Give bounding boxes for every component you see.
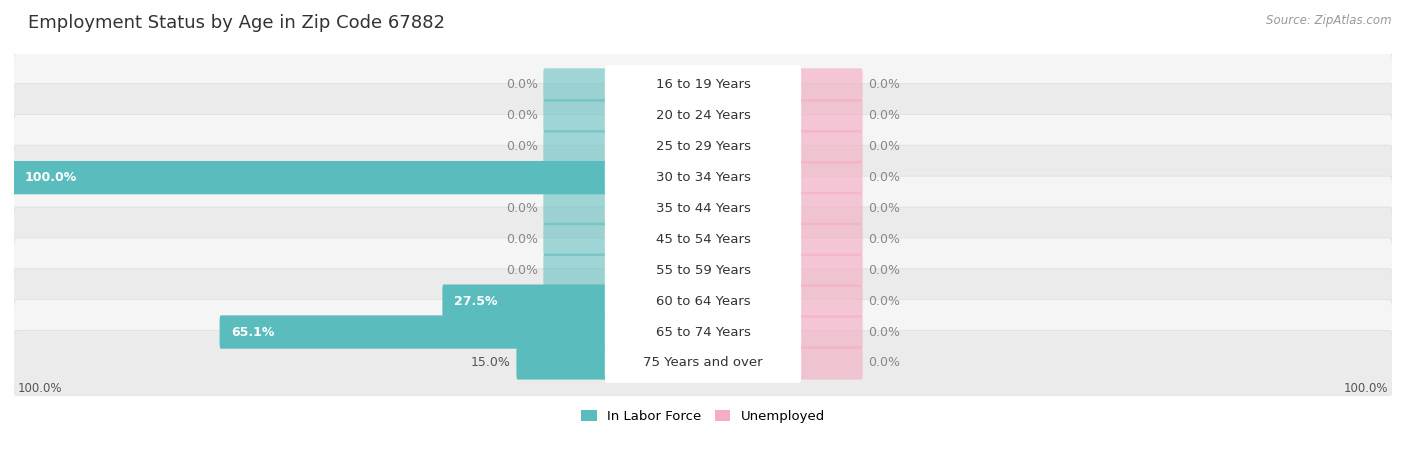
Text: Source: ZipAtlas.com: Source: ZipAtlas.com: [1267, 14, 1392, 27]
FancyBboxPatch shape: [605, 250, 801, 290]
Text: 0.0%: 0.0%: [869, 326, 900, 339]
Text: 0.0%: 0.0%: [869, 78, 900, 92]
FancyBboxPatch shape: [14, 299, 1392, 364]
FancyBboxPatch shape: [799, 253, 863, 287]
FancyBboxPatch shape: [799, 130, 863, 163]
FancyBboxPatch shape: [14, 238, 1392, 303]
Text: 0.0%: 0.0%: [506, 264, 537, 277]
Text: 0.0%: 0.0%: [506, 233, 537, 246]
FancyBboxPatch shape: [799, 161, 863, 194]
FancyBboxPatch shape: [605, 343, 801, 383]
FancyBboxPatch shape: [799, 285, 863, 318]
FancyBboxPatch shape: [14, 115, 1392, 179]
FancyBboxPatch shape: [543, 130, 607, 163]
Text: 75 Years and over: 75 Years and over: [643, 356, 763, 369]
FancyBboxPatch shape: [605, 65, 801, 105]
FancyBboxPatch shape: [799, 315, 863, 349]
FancyBboxPatch shape: [543, 253, 607, 287]
FancyBboxPatch shape: [14, 53, 1392, 117]
FancyBboxPatch shape: [799, 99, 863, 133]
FancyBboxPatch shape: [13, 161, 607, 194]
Text: 45 to 54 Years: 45 to 54 Years: [655, 233, 751, 246]
Text: 35 to 44 Years: 35 to 44 Years: [655, 202, 751, 215]
Text: 0.0%: 0.0%: [869, 110, 900, 122]
Text: 27.5%: 27.5%: [454, 295, 498, 308]
FancyBboxPatch shape: [605, 189, 801, 229]
Text: 25 to 29 Years: 25 to 29 Years: [655, 140, 751, 153]
FancyBboxPatch shape: [799, 68, 863, 101]
FancyBboxPatch shape: [605, 312, 801, 352]
FancyBboxPatch shape: [543, 68, 607, 101]
FancyBboxPatch shape: [219, 315, 607, 349]
Text: 0.0%: 0.0%: [506, 78, 537, 92]
Text: 0.0%: 0.0%: [869, 171, 900, 184]
Text: 55 to 59 Years: 55 to 59 Years: [655, 264, 751, 277]
Text: 15.0%: 15.0%: [471, 356, 510, 369]
Text: 100.0%: 100.0%: [17, 382, 62, 396]
Text: 0.0%: 0.0%: [869, 356, 900, 369]
FancyBboxPatch shape: [543, 223, 607, 256]
Text: 0.0%: 0.0%: [506, 202, 537, 215]
FancyBboxPatch shape: [605, 127, 801, 167]
Text: 0.0%: 0.0%: [869, 233, 900, 246]
FancyBboxPatch shape: [799, 192, 863, 225]
Text: 20 to 24 Years: 20 to 24 Years: [655, 110, 751, 122]
Text: 0.0%: 0.0%: [869, 202, 900, 215]
FancyBboxPatch shape: [605, 220, 801, 259]
FancyBboxPatch shape: [14, 269, 1392, 334]
FancyBboxPatch shape: [605, 158, 801, 198]
Text: 30 to 34 Years: 30 to 34 Years: [655, 171, 751, 184]
FancyBboxPatch shape: [14, 83, 1392, 148]
FancyBboxPatch shape: [799, 346, 863, 380]
FancyBboxPatch shape: [14, 176, 1392, 241]
Text: 0.0%: 0.0%: [869, 295, 900, 308]
Text: Employment Status by Age in Zip Code 67882: Employment Status by Age in Zip Code 678…: [28, 14, 446, 32]
Text: 100.0%: 100.0%: [1344, 382, 1389, 396]
FancyBboxPatch shape: [14, 331, 1392, 395]
Text: 0.0%: 0.0%: [869, 264, 900, 277]
Text: 0.0%: 0.0%: [506, 140, 537, 153]
FancyBboxPatch shape: [543, 192, 607, 225]
FancyBboxPatch shape: [605, 281, 801, 321]
Text: 60 to 64 Years: 60 to 64 Years: [655, 295, 751, 308]
FancyBboxPatch shape: [543, 99, 607, 133]
Text: 0.0%: 0.0%: [506, 110, 537, 122]
Text: 100.0%: 100.0%: [24, 171, 77, 184]
FancyBboxPatch shape: [799, 223, 863, 256]
FancyBboxPatch shape: [443, 285, 607, 318]
Text: 65.1%: 65.1%: [231, 326, 274, 339]
Legend: In Labor Force, Unemployed: In Labor Force, Unemployed: [575, 405, 831, 428]
FancyBboxPatch shape: [516, 346, 607, 380]
FancyBboxPatch shape: [605, 96, 801, 136]
Text: 0.0%: 0.0%: [869, 140, 900, 153]
Text: 16 to 19 Years: 16 to 19 Years: [655, 78, 751, 92]
FancyBboxPatch shape: [14, 207, 1392, 272]
FancyBboxPatch shape: [14, 145, 1392, 210]
Text: 65 to 74 Years: 65 to 74 Years: [655, 326, 751, 339]
